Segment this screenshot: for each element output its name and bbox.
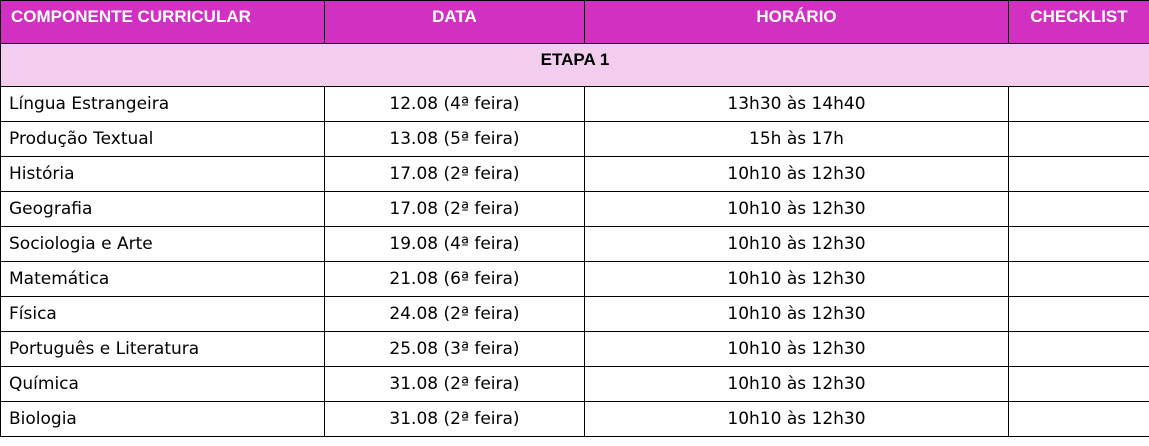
- time-cell: 10h10 às 12h30: [584, 401, 1009, 437]
- checklist-cell[interactable]: [1008, 331, 1149, 367]
- subject-cell: Biologia: [0, 401, 325, 437]
- stage-label: ETAPA 1: [0, 43, 1149, 87]
- subject-cell: Língua Estrangeira: [0, 86, 325, 122]
- date-cell: 19.08 (4ª feira): [324, 226, 585, 262]
- time-cell: 15h às 17h: [584, 121, 1009, 157]
- subject-cell: Física: [0, 296, 325, 332]
- checklist-cell[interactable]: [1008, 366, 1149, 402]
- exam-schedule-table: COMPONENTE CURRICULAR DATA HORÁRIO CHECK…: [0, 0, 1149, 437]
- header-componente-curricular: COMPONENTE CURRICULAR: [0, 0, 325, 44]
- table-body: ETAPA 1 Língua Estrangeira 12.08 (4ª feir…: [0, 43, 1149, 437]
- checklist-cell[interactable]: [1008, 226, 1149, 262]
- checklist-cell[interactable]: [1008, 401, 1149, 437]
- table-row: Biologia 31.08 (2ª feira) 10h10 às 12h30: [0, 401, 1149, 437]
- time-cell: 10h10 às 12h30: [584, 366, 1009, 402]
- table-row: Produção Textual 13.08 (5ª feira) 15h às 1…: [0, 121, 1149, 157]
- subject-cell: História: [0, 156, 325, 192]
- time-cell: 10h10 às 12h30: [584, 261, 1009, 297]
- date-cell: 21.08 (6ª feira): [324, 261, 585, 297]
- stage-row: ETAPA 1: [0, 43, 1149, 87]
- date-cell: 31.08 (2ª feira): [324, 401, 585, 437]
- checklist-cell[interactable]: [1008, 191, 1149, 227]
- time-cell: 10h10 às 12h30: [584, 156, 1009, 192]
- table-header: COMPONENTE CURRICULAR DATA HORÁRIO CHECK…: [0, 0, 1149, 44]
- subject-cell: Geografia: [0, 191, 325, 227]
- header-row: COMPONENTE CURRICULAR DATA HORÁRIO CHECK…: [0, 0, 1149, 44]
- table-row: Matemática 21.08 (6ª feira) 10h10 às 12h30: [0, 261, 1149, 297]
- time-cell: 10h10 às 12h30: [584, 296, 1009, 332]
- time-cell: 13h30 às 14h40: [584, 86, 1009, 122]
- date-cell: 12.08 (4ª feira): [324, 86, 585, 122]
- checklist-cell[interactable]: [1008, 121, 1149, 157]
- table-row: Sociologia e Arte 19.08 (4ª feira) 10h10 à…: [0, 226, 1149, 262]
- subject-cell: Produção Textual: [0, 121, 325, 157]
- date-cell: 24.08 (2ª feira): [324, 296, 585, 332]
- checklist-cell[interactable]: [1008, 156, 1149, 192]
- time-cell: 10h10 às 12h30: [584, 226, 1009, 262]
- table-row: Física 24.08 (2ª feira) 10h10 às 12h30: [0, 296, 1149, 332]
- table-row: História 17.08 (2ª feira) 10h10 às 12h30: [0, 156, 1149, 192]
- date-cell: 17.08 (2ª feira): [324, 191, 585, 227]
- date-cell: 31.08 (2ª feira): [324, 366, 585, 402]
- header-data: DATA: [324, 0, 585, 44]
- subject-cell: Química: [0, 366, 325, 402]
- date-cell: 25.08 (3ª feira): [324, 331, 585, 367]
- subject-cell: Sociologia e Arte: [0, 226, 325, 262]
- subject-cell: Matemática: [0, 261, 325, 297]
- header-horario: HORÁRIO: [584, 0, 1009, 44]
- date-cell: 17.08 (2ª feira): [324, 156, 585, 192]
- table-row: Geografia 17.08 (2ª feira) 10h10 às 12h30: [0, 191, 1149, 227]
- checklist-cell[interactable]: [1008, 261, 1149, 297]
- time-cell: 10h10 às 12h30: [584, 331, 1009, 367]
- table-row: Português e Literatura 25.08 (3ª feira) 10…: [0, 331, 1149, 367]
- checklist-cell[interactable]: [1008, 296, 1149, 332]
- checklist-cell[interactable]: [1008, 86, 1149, 122]
- header-checklist: CHECKLIST: [1008, 0, 1149, 44]
- table-row: Química 31.08 (2ª feira) 10h10 às 12h30: [0, 366, 1149, 402]
- table-row: Língua Estrangeira 12.08 (4ª feira) 13h30 …: [0, 86, 1149, 122]
- subject-cell: Português e Literatura: [0, 331, 325, 367]
- date-cell: 13.08 (5ª feira): [324, 121, 585, 157]
- time-cell: 10h10 às 12h30: [584, 191, 1009, 227]
